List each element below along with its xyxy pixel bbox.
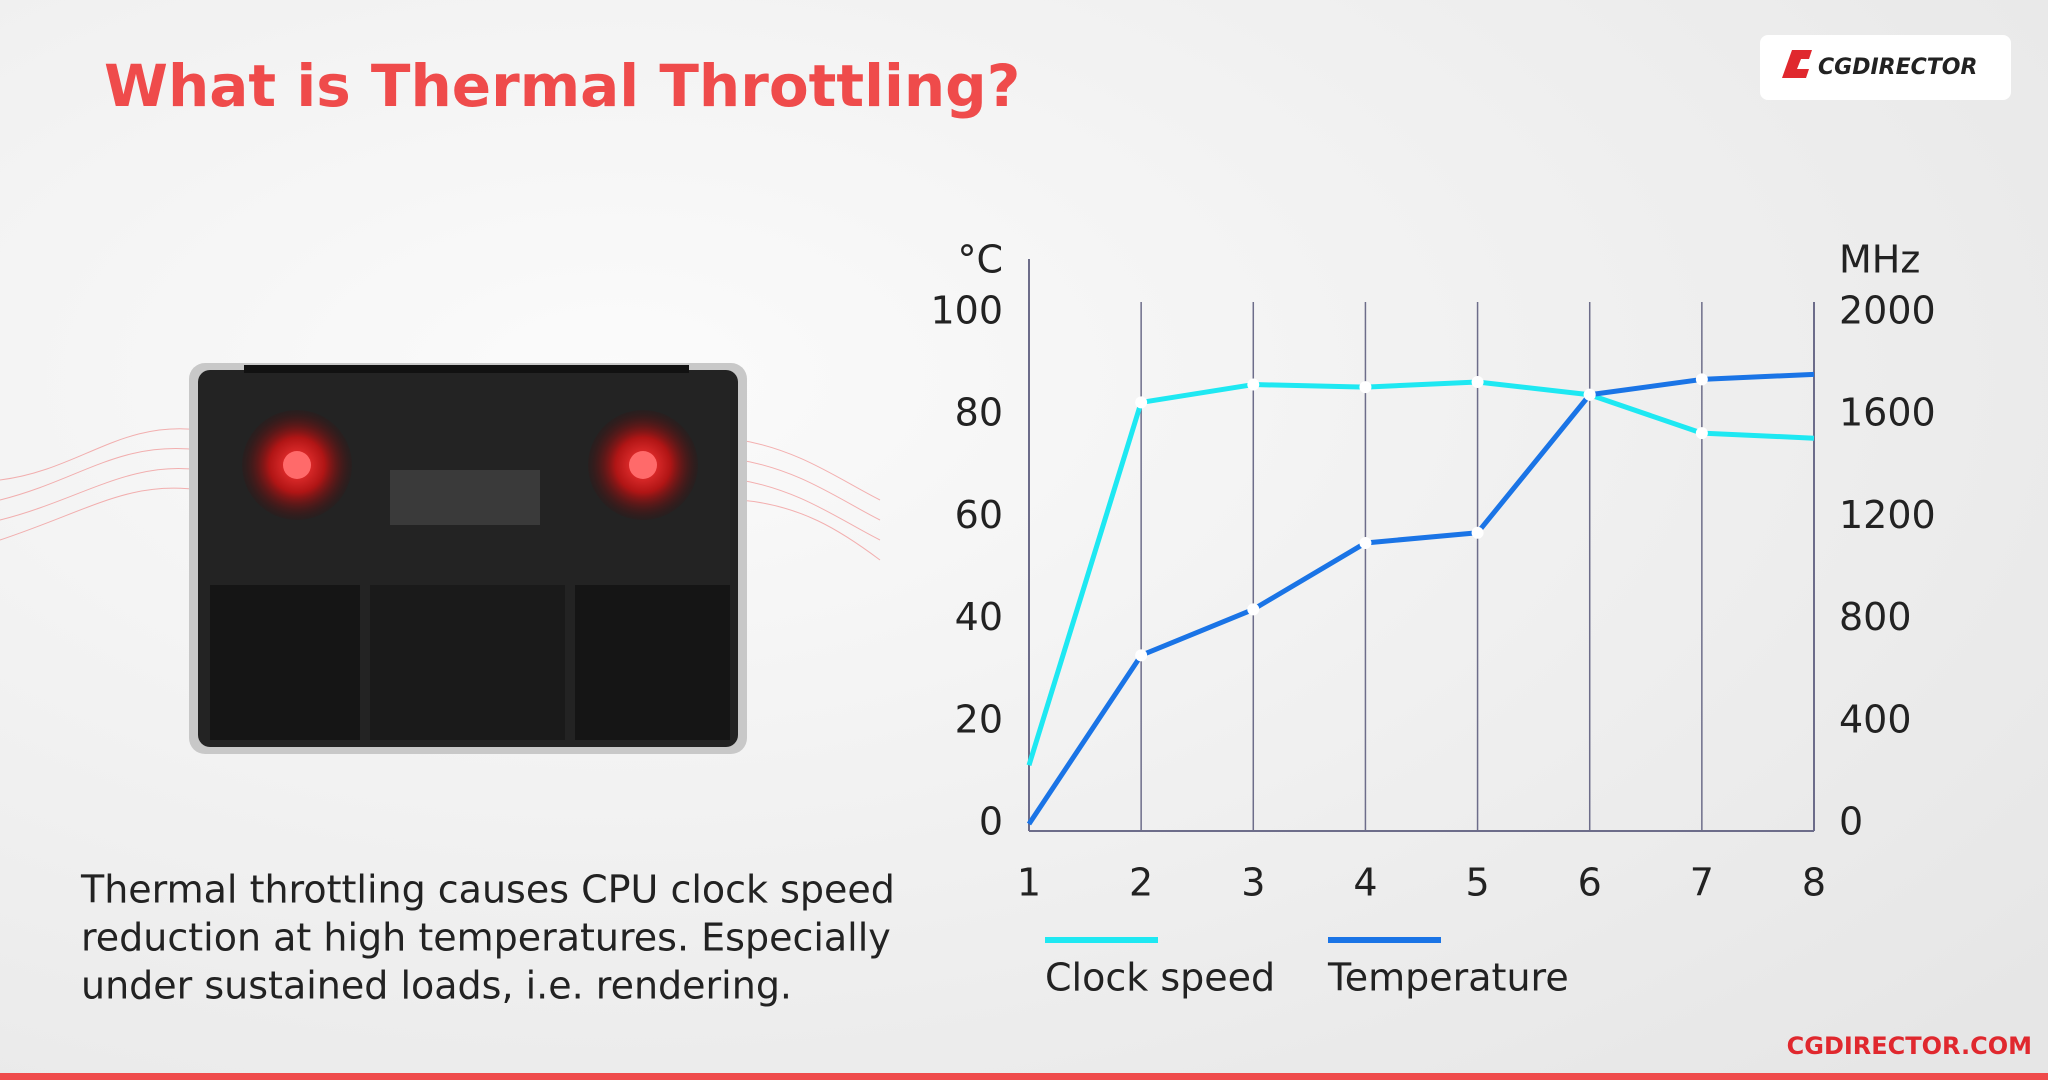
data-point xyxy=(1135,396,1148,409)
y2-tick-label: 800 xyxy=(1839,595,1912,639)
x-tick-label: 5 xyxy=(1465,861,1489,905)
y-tick-label: 40 xyxy=(955,595,1003,639)
x-tick-label: 6 xyxy=(1578,861,1602,905)
y-axis-unit: °C xyxy=(957,238,1003,282)
title: What is Thermal Throttling? xyxy=(104,52,1020,120)
data-point xyxy=(1359,381,1372,394)
description-line: under sustained loads, i.e. rendering. xyxy=(81,964,792,1008)
battery-cell xyxy=(370,585,565,740)
legend-label: Temperature xyxy=(1327,956,1569,1000)
y2-tick-label: 2000 xyxy=(1839,289,1936,333)
data-line xyxy=(1026,371,1815,826)
y2-tick-label: 1600 xyxy=(1839,391,1936,435)
x-tick-label: 1 xyxy=(1017,861,1041,905)
y-tick-label: 80 xyxy=(955,391,1003,435)
y-tick-label: 20 xyxy=(955,697,1003,741)
logo: CGDIRECTOR xyxy=(1760,35,2011,100)
y2-tick-label: 0 xyxy=(1839,800,1863,844)
laptop-illustration xyxy=(0,363,881,754)
x-tick-label: 2 xyxy=(1129,861,1153,905)
description-line: reduction at high temperatures. Especial… xyxy=(81,916,891,960)
legend-label: Clock speed xyxy=(1045,956,1275,1000)
data-point xyxy=(1471,526,1484,539)
data-point xyxy=(1471,375,1484,388)
fan-hub xyxy=(629,451,657,479)
hinge xyxy=(244,365,689,373)
ram xyxy=(390,470,540,525)
description-line: Thermal throttling causes CPU clock spee… xyxy=(80,868,895,912)
logo-icon xyxy=(1782,50,1812,78)
data-point xyxy=(1135,649,1148,662)
y2-axis-unit: MHz xyxy=(1839,238,1920,282)
battery-cell xyxy=(575,585,730,740)
heat-waves xyxy=(0,428,881,561)
logo-text: CGDIRECTOR xyxy=(1818,55,1977,80)
y2-tick-label: 1200 xyxy=(1839,493,1936,537)
data-point xyxy=(1583,388,1596,401)
x-tick-label: 7 xyxy=(1690,861,1714,905)
data-point xyxy=(1695,373,1708,386)
data-point xyxy=(1359,536,1372,549)
bottom-bar xyxy=(0,1073,2048,1080)
y-tick-label: 100 xyxy=(930,289,1003,333)
battery-cell xyxy=(210,585,360,740)
data-point xyxy=(1247,378,1260,391)
data-line xyxy=(1026,379,1815,766)
fan-hub xyxy=(283,451,311,479)
site-url: CGDIRECTOR.COM xyxy=(1787,1032,2032,1060)
x-tick-label: 4 xyxy=(1353,861,1377,905)
data-point xyxy=(1247,603,1260,616)
y-tick-label: 60 xyxy=(955,493,1003,537)
y2-tick-label: 400 xyxy=(1839,697,1912,741)
x-tick-label: 3 xyxy=(1241,861,1265,905)
x-tick-label: 8 xyxy=(1802,861,1826,905)
logo-box xyxy=(1760,35,2011,100)
data-point xyxy=(1695,427,1708,440)
y-tick-label: 0 xyxy=(979,800,1003,844)
description: Thermal throttling causes CPU clock spee… xyxy=(80,868,895,1008)
